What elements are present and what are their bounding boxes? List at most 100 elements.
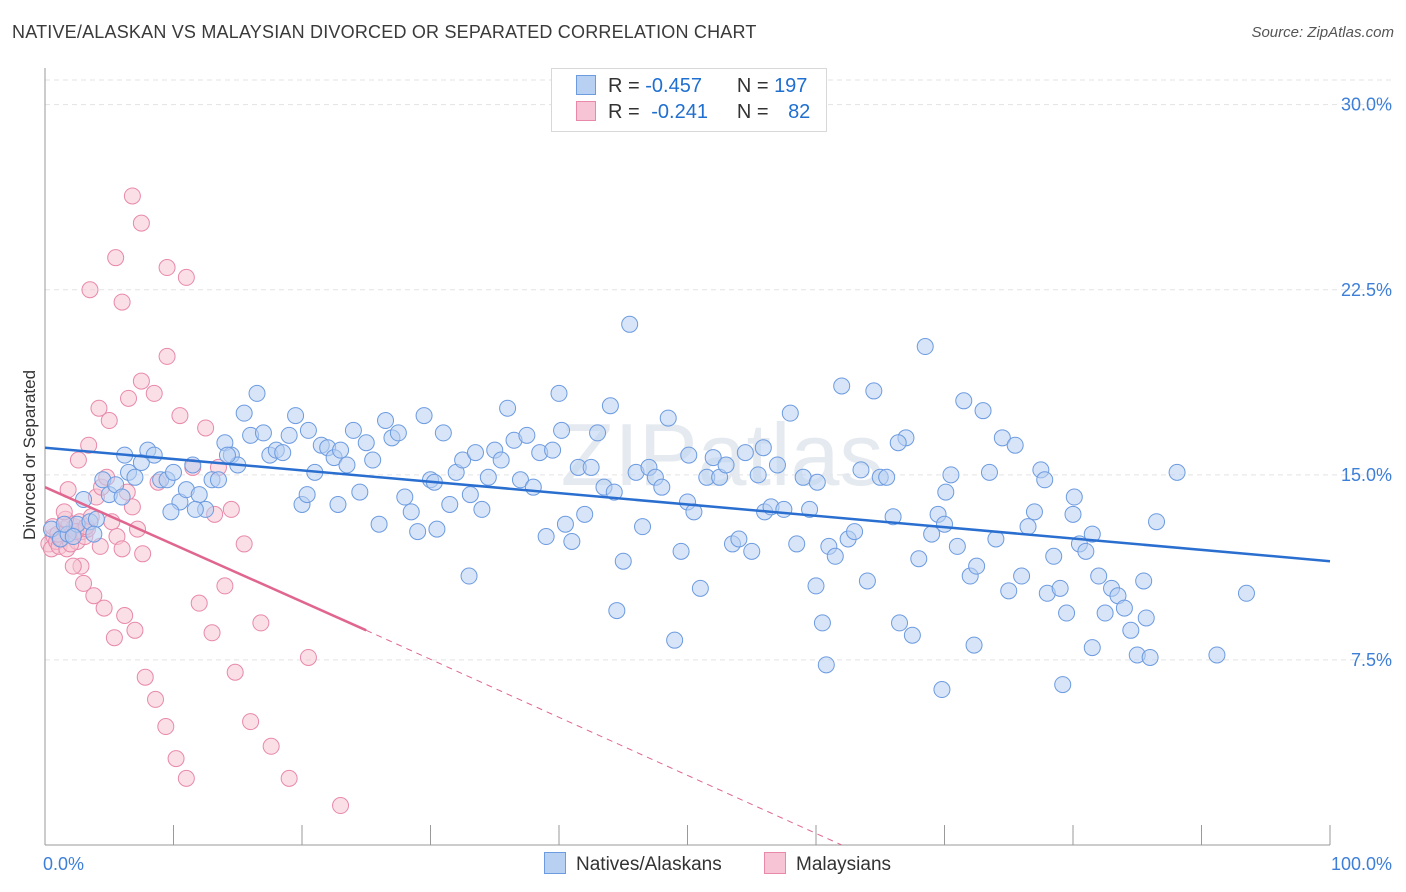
native-point xyxy=(807,577,825,595)
natives-swatch xyxy=(576,75,596,95)
native-point xyxy=(704,449,722,467)
n-value-natives: 197 xyxy=(774,75,808,97)
native-point xyxy=(479,468,497,486)
malaysian-point xyxy=(190,594,208,612)
native-point xyxy=(64,528,82,546)
malaysian-point xyxy=(80,436,98,454)
native-point xyxy=(801,500,819,518)
native-point xyxy=(680,446,698,464)
native-point xyxy=(113,488,131,506)
native-point xyxy=(1115,599,1133,617)
r-label: R = xyxy=(608,75,640,97)
malaysian-point xyxy=(177,268,195,286)
native-point xyxy=(813,614,831,632)
native-point xyxy=(576,505,594,523)
native-point xyxy=(287,407,305,425)
tick-labels: 7.5% 15.0% 22.5% 30.0% 0.0% 100.0% xyxy=(43,95,1392,874)
native-point xyxy=(1006,436,1024,454)
native-point xyxy=(235,404,253,422)
native-point xyxy=(553,421,571,439)
native-point xyxy=(1077,542,1095,560)
native-point xyxy=(852,461,870,479)
native-point xyxy=(1237,584,1255,602)
legend-row-malaysians: R = -0.241 N = 82 xyxy=(576,101,810,125)
malaysian-point xyxy=(332,797,350,815)
source-label: Source: ZipAtlas.com xyxy=(1251,24,1394,41)
grid-lines xyxy=(45,79,1392,661)
native-point xyxy=(730,530,748,548)
malaysian-point xyxy=(203,624,221,642)
malaysian-point xyxy=(157,718,175,736)
native-point xyxy=(511,471,529,489)
native-point xyxy=(1013,567,1031,585)
legend-item-malaysians[interactable]: Malaysians xyxy=(764,852,891,876)
native-point xyxy=(1096,604,1114,622)
native-point xyxy=(1083,639,1101,657)
native-point xyxy=(717,456,735,474)
malaysian-point xyxy=(116,607,134,624)
native-point xyxy=(186,500,204,518)
native-point xyxy=(402,503,420,521)
native-point xyxy=(775,500,793,518)
trend-lines xyxy=(44,446,1331,846)
native-point xyxy=(889,434,907,452)
r-label: R = xyxy=(608,101,640,123)
malaysian-point xyxy=(177,769,195,787)
native-point xyxy=(601,397,619,415)
native-point xyxy=(817,656,835,674)
native-point xyxy=(55,515,73,533)
malaysian-point xyxy=(100,412,118,430)
native-point xyxy=(1137,609,1155,627)
native-point xyxy=(1090,567,1108,585)
correlation-legend: R = -0.457 N = 197 R = -0.241 N = 82 xyxy=(551,68,827,132)
native-point xyxy=(936,515,953,533)
x-tick-label: 0.0% xyxy=(43,854,84,874)
native-point xyxy=(544,441,562,459)
axes xyxy=(44,68,1331,846)
native-point xyxy=(826,547,844,565)
native-point xyxy=(1168,463,1186,481)
native-point xyxy=(916,338,934,356)
natives-legend-label: Natives/Alaskans xyxy=(576,854,722,875)
native-point xyxy=(858,572,876,590)
native-point xyxy=(441,495,459,513)
native-point xyxy=(298,486,316,504)
native-point xyxy=(933,681,951,699)
native-point xyxy=(85,525,103,543)
native-point xyxy=(672,542,690,560)
native-point xyxy=(492,451,510,469)
native-point xyxy=(653,478,671,496)
malaysians-legend-swatch xyxy=(764,852,786,874)
native-point xyxy=(980,463,998,481)
malaysian-point xyxy=(85,587,103,605)
native-point xyxy=(948,537,966,555)
native-point xyxy=(794,468,812,486)
native-point xyxy=(808,473,826,491)
malaysian-point xyxy=(132,372,150,390)
chart-title: NATIVE/ALASKAN VS MALAYSIAN DIVORCED OR … xyxy=(12,22,757,42)
native-point xyxy=(332,441,350,459)
malaysian-point xyxy=(113,293,131,311)
native-point xyxy=(1036,471,1054,489)
native-point xyxy=(274,444,292,462)
malaysian-point xyxy=(158,259,176,277)
malaysian-point xyxy=(126,621,144,639)
native-point xyxy=(473,500,491,518)
malaysian-point xyxy=(113,540,131,558)
native-point xyxy=(145,446,163,464)
n-value-malaysians: 82 xyxy=(788,101,811,123)
native-point xyxy=(524,478,542,496)
malaysian-point xyxy=(197,419,215,437)
native-point xyxy=(396,488,414,506)
native-point xyxy=(1058,604,1076,622)
native-point xyxy=(743,542,761,560)
malaysian-point xyxy=(280,769,298,787)
legend-item-natives[interactable]: Natives/Alaskans xyxy=(544,852,722,876)
native-point xyxy=(754,439,772,457)
native-point xyxy=(903,626,921,644)
malaysians-points xyxy=(40,187,350,815)
malaysians-swatch xyxy=(576,101,596,121)
native-point xyxy=(537,528,555,546)
native-point xyxy=(165,463,182,481)
